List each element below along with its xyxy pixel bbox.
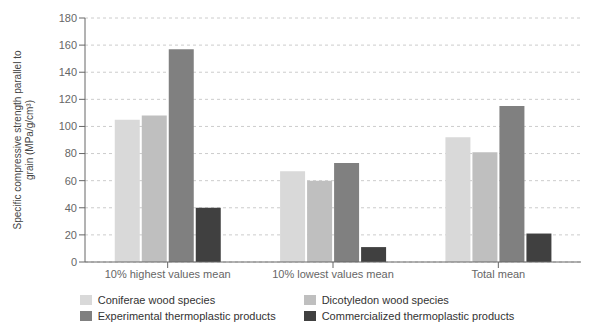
svg-text:180: 180 bbox=[59, 12, 77, 24]
svg-text:Specific compressive strength: Specific compressive strength parallel t… bbox=[12, 50, 35, 229]
svg-text:0: 0 bbox=[71, 256, 77, 268]
svg-text:120: 120 bbox=[59, 93, 77, 105]
svg-text:40: 40 bbox=[65, 202, 77, 214]
svg-text:Total mean: Total mean bbox=[471, 268, 525, 280]
html-text:Experimental thermoplastic pro: Experimental thermoplastic products bbox=[97, 310, 276, 322]
svg-text:80: 80 bbox=[65, 147, 77, 159]
html-text:Commercialized thermoplastic p: Commercialized thermoplastic products bbox=[321, 310, 515, 322]
svg-text:160: 160 bbox=[59, 39, 77, 51]
svg-text:20: 20 bbox=[65, 229, 77, 241]
svg-text:60: 60 bbox=[65, 175, 77, 187]
html-text:Dicotyledon wood species: Dicotyledon wood species bbox=[321, 294, 449, 306]
svg-text:140: 140 bbox=[59, 66, 77, 78]
svg-text:100: 100 bbox=[59, 120, 77, 132]
svg-text:10% lowest values mean: 10% lowest values mean bbox=[272, 268, 394, 280]
svg-text:10% highest values mean: 10% highest values mean bbox=[105, 268, 231, 280]
html-text:Coniferae wood species: Coniferae wood species bbox=[97, 294, 216, 306]
